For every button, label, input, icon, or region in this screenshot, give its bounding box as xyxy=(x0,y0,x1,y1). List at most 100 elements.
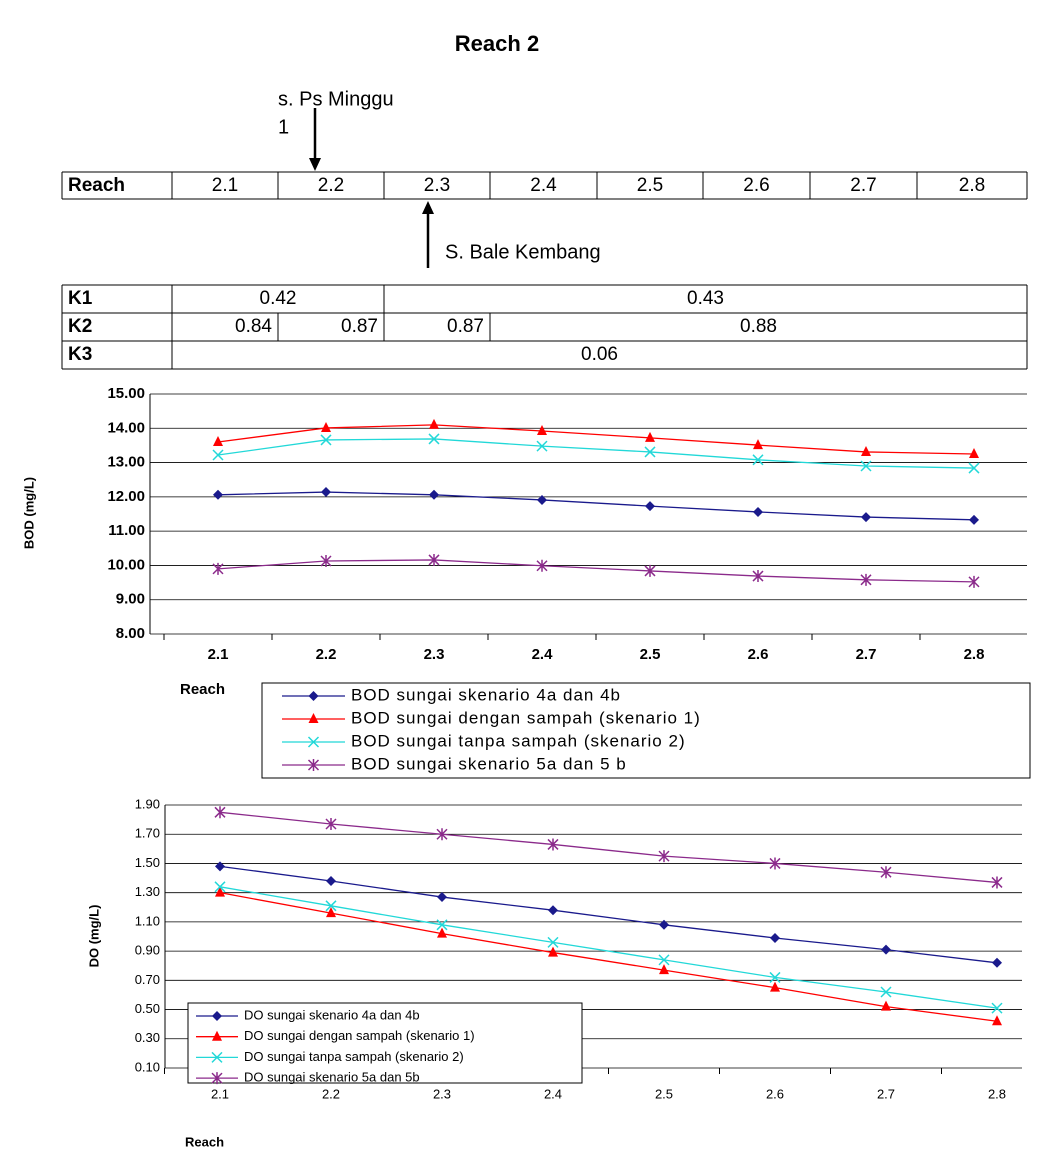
x-tick-label: 2.1 xyxy=(211,1086,229,1101)
legend-label: DO sungai tanpa sampah (skenario 2) xyxy=(244,1049,464,1064)
table-cell: 2.7 xyxy=(850,175,876,196)
y-tick-label: 1.50 xyxy=(135,855,160,870)
x-tick-label: 2.3 xyxy=(424,646,445,663)
x-tick-label: 2.6 xyxy=(748,646,769,663)
marker xyxy=(753,439,763,449)
x-axis-label: Reach xyxy=(180,681,225,698)
marker xyxy=(969,448,979,458)
marker xyxy=(326,876,336,886)
marker xyxy=(437,892,447,902)
legend-label: DO sungai skenario 5a dan 5b xyxy=(244,1070,420,1085)
x-tick-label: 2.8 xyxy=(988,1086,1006,1101)
y-tick-label: 1.10 xyxy=(135,913,160,928)
table-cell: 2.5 xyxy=(637,175,663,196)
x-tick-label: 2.5 xyxy=(640,646,661,663)
figure-title: Reach 2 xyxy=(455,31,539,56)
y-tick-label: 10.00 xyxy=(107,556,145,573)
row-label: K1 xyxy=(68,288,93,309)
x-tick-label: 2.2 xyxy=(322,1086,340,1101)
marker xyxy=(992,958,1002,968)
marker xyxy=(321,487,331,497)
x-tick-label: 2.2 xyxy=(316,646,337,663)
x-tick-label: 2.7 xyxy=(877,1086,895,1101)
y-tick-label: 12.00 xyxy=(107,488,145,505)
row-label: K2 xyxy=(68,316,92,337)
annotation: 1 xyxy=(278,116,289,138)
legend-label: BOD sungai skenario 4a dan 4b xyxy=(351,685,621,704)
y-tick-label: 0.70 xyxy=(135,972,160,987)
table-cell: 2.2 xyxy=(318,175,344,196)
y-tick-label: 0.30 xyxy=(135,1030,160,1045)
series-line xyxy=(220,887,997,1008)
x-tick-label: 2.8 xyxy=(964,646,985,663)
arrow-head xyxy=(422,201,434,214)
table-cell: 0.87 xyxy=(447,316,484,337)
annotation: s. Ps Minggu xyxy=(278,88,394,110)
x-tick-label: 2.7 xyxy=(856,646,877,663)
y-tick-label: 9.00 xyxy=(116,591,145,608)
marker xyxy=(770,933,780,943)
marker xyxy=(215,861,225,871)
y-tick-label: 14.00 xyxy=(107,419,145,436)
x-tick-label: 2.4 xyxy=(532,646,554,663)
table-cell: 0.43 xyxy=(687,288,724,309)
table-header: Reach xyxy=(68,175,125,196)
table-cell: 0.06 xyxy=(581,344,618,365)
x-tick-label: 2.6 xyxy=(766,1086,784,1101)
marker xyxy=(429,490,439,500)
marker xyxy=(969,515,979,525)
y-tick-label: 0.50 xyxy=(135,1001,160,1016)
table-cell: 0.42 xyxy=(260,288,297,309)
table-cell: 2.1 xyxy=(212,175,238,196)
y-tick-label: 0.90 xyxy=(135,943,160,958)
marker xyxy=(861,512,871,522)
marker xyxy=(548,905,558,915)
chart: 0.100.300.500.700.901.101.301.501.701.90… xyxy=(86,796,1022,1149)
legend-label: DO sungai skenario 4a dan 4b xyxy=(244,1007,420,1022)
legend-label: BOD sungai tanpa sampah (skenario 2) xyxy=(351,731,686,750)
y-tick-label: 13.00 xyxy=(107,454,145,471)
marker xyxy=(537,495,547,505)
marker xyxy=(861,446,871,456)
legend-label: BOD sungai skenario 5a dan 5 b xyxy=(351,754,627,773)
marker xyxy=(881,945,891,955)
table-cell: 2.8 xyxy=(959,175,985,196)
marker xyxy=(429,419,439,429)
series-line xyxy=(220,893,997,1022)
figure: Reach 2 s. Ps Minggu 1 S. Bale Kembang R… xyxy=(0,0,1052,1149)
x-tick-label: 2.1 xyxy=(208,646,229,663)
series-line xyxy=(218,560,974,582)
table-cell: 2.6 xyxy=(743,175,769,196)
marker xyxy=(537,425,547,435)
series-line xyxy=(218,439,974,468)
y-tick-label: 8.00 xyxy=(116,625,145,642)
series-line xyxy=(218,492,974,520)
marker xyxy=(645,501,655,511)
annotation: S. Bale Kembang xyxy=(445,241,601,263)
x-tick-label: 2.5 xyxy=(655,1086,673,1101)
y-tick-label: 0.10 xyxy=(135,1059,160,1074)
x-axis-label: Reach xyxy=(185,1134,224,1149)
row-label: K3 xyxy=(68,344,92,365)
series-line xyxy=(220,812,997,882)
table-cell: 0.84 xyxy=(235,316,272,337)
x-tick-label: 2.3 xyxy=(433,1086,451,1101)
y-axis-label: BOD (mg/L) xyxy=(21,477,36,549)
marker xyxy=(215,887,225,897)
y-axis-label: DO (mg/L) xyxy=(86,905,101,968)
marker xyxy=(659,920,669,930)
chart: 8.00 9.00 10.00 11.00 12.00 13.00 14.00 15.00 2.… xyxy=(21,385,1030,778)
y-tick-label: 1.30 xyxy=(135,884,160,899)
y-tick-label: 1.90 xyxy=(135,796,160,811)
marker xyxy=(645,432,655,442)
marker xyxy=(321,422,331,432)
y-tick-label: 11.00 xyxy=(108,522,145,539)
legend-label: DO sungai dengan sampah (skenario 1) xyxy=(244,1028,475,1043)
table-cell: 0.88 xyxy=(740,316,777,337)
legend-label: BOD sungai dengan sampah (skenario 1) xyxy=(351,708,701,727)
x-tick-label: 2.4 xyxy=(544,1086,562,1101)
y-tick-label: 15.00 xyxy=(107,385,145,402)
charts: 8.00 9.00 10.00 11.00 12.00 13.00 14.00 15.00 2.… xyxy=(21,385,1030,1149)
table-cell: 2.3 xyxy=(424,175,450,196)
